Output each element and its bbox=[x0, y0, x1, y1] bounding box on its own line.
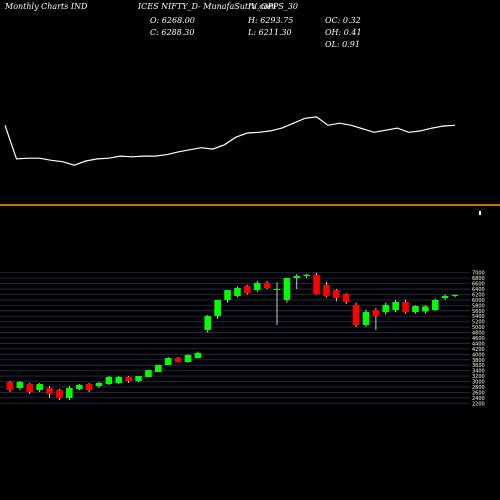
stat: OL: 0.91 bbox=[325, 40, 360, 49]
candle-body bbox=[392, 302, 399, 311]
candle-body bbox=[352, 305, 360, 325]
y-tick-label: 3600 bbox=[472, 363, 485, 369]
y-tick-label: 4600 bbox=[472, 336, 485, 342]
candle-body bbox=[16, 382, 24, 388]
candle-body bbox=[382, 305, 390, 312]
y-tick-label: 6400 bbox=[472, 287, 485, 293]
candle-body bbox=[174, 358, 182, 363]
marker bbox=[479, 211, 481, 215]
candle-body bbox=[431, 300, 439, 311]
candle-body bbox=[56, 390, 63, 399]
candle-body bbox=[115, 377, 123, 384]
candle-body bbox=[441, 296, 449, 299]
candle-body bbox=[26, 383, 34, 392]
y-tick-label: 4800 bbox=[472, 331, 485, 337]
candle-body bbox=[66, 387, 73, 399]
candle-body bbox=[362, 311, 370, 325]
y-tick-label: 4200 bbox=[472, 347, 485, 353]
candle-body bbox=[164, 358, 172, 366]
y-tick-label: 5800 bbox=[472, 303, 485, 309]
candle-body bbox=[75, 385, 83, 389]
candle-body bbox=[263, 283, 271, 289]
candle-body bbox=[402, 302, 409, 312]
y-tick-label: 5600 bbox=[472, 309, 485, 315]
candle-body bbox=[253, 283, 261, 291]
symbol: IV_OPPS_30 bbox=[247, 2, 298, 11]
y-tick-label: 5200 bbox=[472, 320, 485, 326]
y-tick-label: 3000 bbox=[472, 380, 485, 386]
y-tick-label: 2400 bbox=[472, 396, 485, 402]
candle-body bbox=[234, 288, 241, 297]
candle-body bbox=[95, 383, 103, 387]
y-tick-label: 4400 bbox=[472, 341, 485, 347]
stat: C: 6288.30 bbox=[150, 28, 194, 37]
y-tick-label: 6200 bbox=[472, 292, 485, 298]
candle-body bbox=[323, 284, 330, 297]
candle-body bbox=[46, 387, 53, 395]
candle-body bbox=[342, 294, 350, 303]
candle-body bbox=[85, 383, 93, 391]
stat: OH: 0.41 bbox=[325, 28, 362, 37]
subtitle: ICES NIFTY_D- MunafaSutra.com bbox=[137, 2, 277, 11]
candle-body bbox=[204, 316, 212, 331]
y-tick-label: 3400 bbox=[472, 369, 485, 375]
stat: H: 6293.75 bbox=[247, 16, 293, 25]
candle-body bbox=[422, 306, 429, 312]
candle-body bbox=[293, 275, 301, 279]
stat: OC: 0.32 bbox=[325, 16, 361, 25]
stat: L: 6211.30 bbox=[247, 28, 292, 37]
candle-body bbox=[6, 382, 14, 391]
candle-body bbox=[283, 278, 291, 301]
y-tick-label: 6000 bbox=[472, 298, 485, 304]
y-tick-label: 2600 bbox=[472, 390, 485, 396]
y-tick-label: 2800 bbox=[472, 385, 485, 391]
y-tick-label: 5000 bbox=[472, 325, 485, 331]
y-tick-label: 7000 bbox=[472, 271, 485, 277]
candle-body bbox=[303, 274, 310, 276]
y-tick-label: 4000 bbox=[472, 352, 485, 358]
candle-body bbox=[194, 353, 202, 359]
price-line bbox=[4, 116, 456, 166]
y-tick-label: 3200 bbox=[472, 374, 485, 380]
candle-body bbox=[125, 377, 132, 382]
y-tick-label: 5400 bbox=[472, 314, 485, 320]
candle-body bbox=[184, 355, 192, 363]
candle-body bbox=[313, 275, 320, 295]
candle-body bbox=[372, 310, 380, 317]
candle-body bbox=[214, 300, 221, 317]
y-tick-label: 6600 bbox=[472, 282, 485, 288]
y-tick-label: 6800 bbox=[472, 276, 485, 282]
candle-body bbox=[135, 375, 142, 382]
candle-body bbox=[155, 365, 162, 372]
candle-body bbox=[244, 286, 251, 294]
candle-body bbox=[412, 306, 419, 312]
stat: O: 6268.00 bbox=[150, 16, 195, 25]
candle-body bbox=[451, 295, 459, 297]
candle-body bbox=[224, 290, 231, 301]
y-tick-label: 3800 bbox=[472, 358, 485, 364]
candle-body bbox=[333, 290, 340, 299]
candle-body bbox=[105, 377, 113, 384]
y-tick-label: 2200 bbox=[472, 401, 485, 407]
chart-title: Monthly Charts IND bbox=[4, 2, 88, 11]
candle-body bbox=[273, 289, 281, 291]
candle-body bbox=[36, 383, 43, 391]
candle-body bbox=[145, 370, 152, 378]
